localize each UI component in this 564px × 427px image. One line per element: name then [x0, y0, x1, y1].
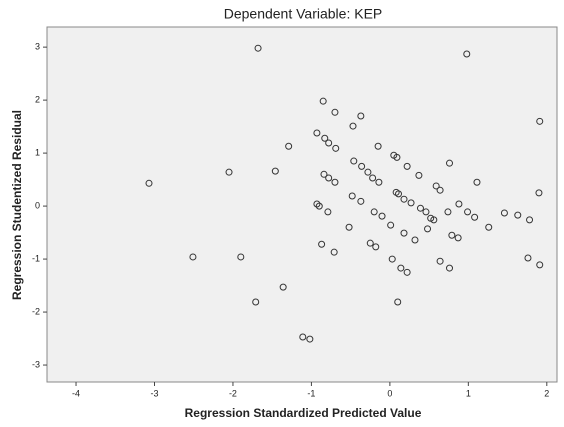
point — [407, 199, 415, 207]
point — [471, 213, 479, 221]
point — [145, 179, 153, 187]
point — [536, 117, 544, 125]
point — [374, 142, 382, 150]
x-tick-label: -1 — [307, 388, 315, 398]
point — [313, 129, 321, 137]
point — [237, 253, 245, 261]
x-tick-label: 2 — [544, 388, 549, 398]
point — [388, 255, 396, 263]
point — [415, 171, 423, 179]
point — [446, 159, 454, 167]
point — [366, 239, 374, 247]
point — [330, 248, 338, 256]
x-tick-label: 1 — [466, 388, 471, 398]
point — [357, 112, 365, 120]
point — [400, 229, 408, 237]
point — [252, 298, 260, 306]
point — [372, 243, 380, 251]
point — [436, 257, 444, 265]
x-tick-label: -2 — [229, 388, 237, 398]
y-tick-label: 3 — [35, 42, 40, 52]
point — [424, 225, 432, 233]
point — [320, 170, 328, 178]
point — [254, 44, 262, 52]
point — [345, 223, 353, 231]
point — [189, 253, 197, 261]
point — [485, 223, 493, 231]
point — [455, 200, 463, 208]
y-tick-label: -2 — [32, 306, 40, 316]
point — [315, 202, 323, 210]
chart-title: Dependent Variable: KEP — [224, 6, 383, 22]
point — [411, 236, 419, 244]
point — [393, 153, 401, 161]
point — [463, 50, 471, 58]
point — [349, 122, 357, 130]
point — [536, 261, 544, 269]
x-tick-label: -4 — [72, 388, 80, 398]
point — [430, 216, 438, 224]
point — [306, 335, 314, 343]
point — [526, 216, 534, 224]
point — [436, 186, 444, 194]
point — [375, 178, 383, 186]
point — [446, 264, 454, 272]
point — [364, 168, 372, 176]
y-tick-label: 0 — [35, 200, 40, 210]
point — [324, 208, 332, 216]
point — [394, 298, 402, 306]
point — [358, 162, 366, 170]
point — [432, 182, 440, 190]
point — [514, 211, 522, 219]
x-tick-label: -3 — [150, 388, 158, 398]
y-axis-label: Regression Studentized Residual — [10, 110, 24, 300]
point — [403, 162, 411, 170]
point — [422, 208, 430, 216]
point — [319, 97, 327, 105]
point — [348, 192, 356, 200]
point — [279, 283, 287, 291]
point — [331, 108, 339, 116]
x-axis-label: Regression Standardized Predicted Value — [185, 406, 422, 420]
point — [387, 221, 395, 229]
point — [369, 174, 377, 182]
point — [403, 268, 411, 276]
point — [318, 240, 326, 248]
point — [321, 134, 329, 142]
point — [524, 254, 532, 262]
point — [397, 264, 405, 272]
point — [331, 178, 339, 186]
point — [400, 195, 408, 203]
point — [464, 208, 472, 216]
point — [448, 231, 456, 239]
y-tick-label: 2 — [35, 94, 40, 104]
point — [325, 174, 333, 182]
point — [271, 167, 279, 175]
point — [535, 189, 543, 197]
point — [378, 212, 386, 220]
point — [370, 208, 378, 216]
point — [225, 168, 233, 176]
point — [313, 200, 321, 208]
point — [357, 197, 365, 205]
plot-area — [46, 26, 558, 383]
point — [500, 209, 508, 217]
point — [473, 178, 481, 186]
y-tick-label: -3 — [32, 359, 40, 369]
point — [285, 142, 293, 150]
point — [395, 190, 403, 198]
y-tick-label: 1 — [35, 147, 40, 157]
point — [444, 208, 452, 216]
point — [299, 333, 307, 341]
point — [416, 204, 424, 212]
point — [350, 157, 358, 165]
point — [454, 234, 462, 242]
point — [325, 139, 333, 147]
point — [332, 144, 340, 152]
x-tick-label: 0 — [387, 388, 392, 398]
y-tick-label: -1 — [32, 253, 40, 263]
